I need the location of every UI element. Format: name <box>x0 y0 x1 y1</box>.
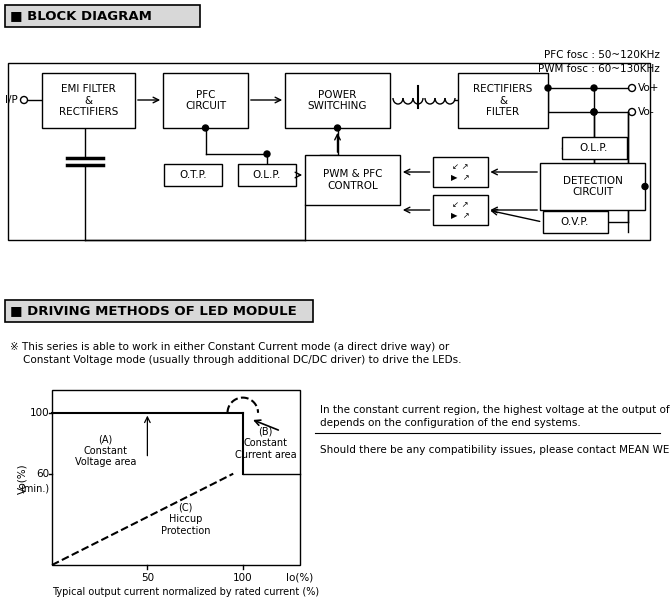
Circle shape <box>591 109 597 115</box>
Text: POWER
SWITCHING: POWER SWITCHING <box>308 90 367 111</box>
Text: (A)
Constant
Voltage area: (A) Constant Voltage area <box>75 434 136 467</box>
Text: (B)
Constant
Current area: (B) Constant Current area <box>235 427 296 460</box>
Text: O.L.P.: O.L.P. <box>580 143 608 153</box>
Circle shape <box>591 85 597 91</box>
Text: I/P: I/P <box>5 95 18 105</box>
Bar <box>433 157 488 187</box>
Text: (min.): (min.) <box>20 484 49 494</box>
Circle shape <box>264 151 270 157</box>
Circle shape <box>202 125 208 131</box>
Text: ↙ ↗
▶  ↗: ↙ ↗ ▶ ↗ <box>451 162 470 182</box>
Text: O.V.P.: O.V.P. <box>561 217 589 227</box>
Circle shape <box>591 109 597 115</box>
Text: PWM & PFC
CONTROL: PWM & PFC CONTROL <box>323 169 383 191</box>
Bar <box>5 5 200 27</box>
Text: PFC fosc : 50~120KHz
PWM fosc : 60~130KHz: PFC fosc : 50~120KHz PWM fosc : 60~130KH… <box>538 50 660 74</box>
Text: ■ DRIVING METHODS OF LED MODULE: ■ DRIVING METHODS OF LED MODULE <box>10 305 297 317</box>
Text: 100: 100 <box>29 408 49 418</box>
Text: Vo-: Vo- <box>638 107 655 117</box>
Text: PFC
CIRCUIT: PFC CIRCUIT <box>185 90 226 111</box>
Bar <box>458 73 548 128</box>
Bar <box>305 155 400 205</box>
Bar <box>285 73 390 128</box>
Text: ■ BLOCK DIAGRAM: ■ BLOCK DIAGRAM <box>10 9 152 23</box>
Text: O.L.P.: O.L.P. <box>253 170 281 180</box>
Text: DETECTION
CIRCUIT: DETECTION CIRCUIT <box>563 176 622 197</box>
Bar <box>164 164 222 186</box>
Bar <box>543 211 608 233</box>
Circle shape <box>545 85 551 91</box>
Text: Io(%): Io(%) <box>286 573 314 583</box>
Bar <box>433 195 488 225</box>
Bar <box>540 163 645 210</box>
Text: Vo+: Vo+ <box>638 83 659 93</box>
Text: 100: 100 <box>233 573 253 583</box>
Text: Typical output current normalized by rated current (%): Typical output current normalized by rat… <box>52 587 319 597</box>
Text: (C)
Hiccup
Protection: (C) Hiccup Protection <box>161 503 210 536</box>
Bar <box>8 63 650 240</box>
Text: ↙ ↗
▶  ↗: ↙ ↗ ▶ ↗ <box>451 200 470 220</box>
Text: In the constant current region, the highest voltage at the output of the driver
: In the constant current region, the high… <box>320 405 670 428</box>
Text: 50: 50 <box>141 573 154 583</box>
Circle shape <box>642 184 648 190</box>
Text: O.T.P.: O.T.P. <box>179 170 207 180</box>
Text: Vo(%): Vo(%) <box>17 463 27 494</box>
Bar <box>52 390 300 565</box>
Circle shape <box>334 125 340 131</box>
Text: RECTIFIERS
&
FILTER: RECTIFIERS & FILTER <box>473 84 533 117</box>
Text: Should there be any compatibility issues, please contact MEAN WELL.: Should there be any compatibility issues… <box>320 445 670 455</box>
Bar <box>561 137 626 159</box>
Text: ※ This series is able to work in either Constant Current mode (a direct drive wa: ※ This series is able to work in either … <box>10 342 462 365</box>
Text: 60: 60 <box>36 468 49 479</box>
Bar <box>163 73 248 128</box>
Bar <box>42 73 135 128</box>
Bar <box>238 164 296 186</box>
Bar <box>5 300 313 322</box>
Text: EMI FILTER
&
RECTIFIERS: EMI FILTER & RECTIFIERS <box>59 84 118 117</box>
